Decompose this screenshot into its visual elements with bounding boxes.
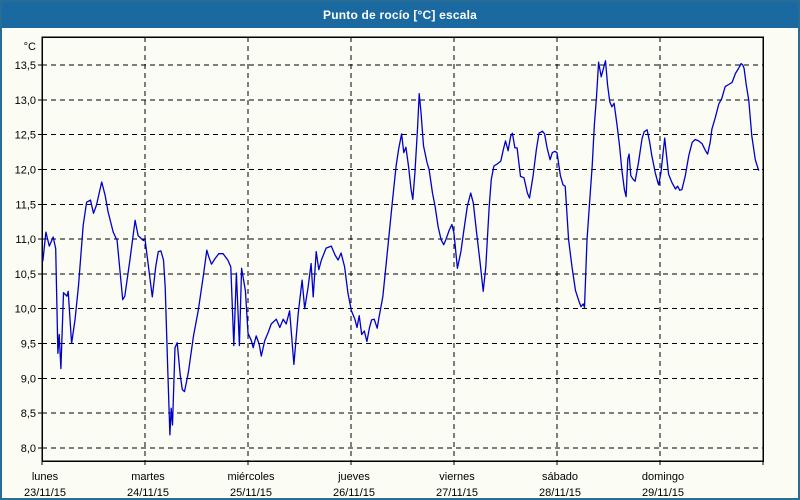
- plot-border: [41, 36, 764, 462]
- dew-point-series-line: [42, 60, 760, 436]
- y-axis-tick-label: 9,0: [21, 373, 36, 385]
- x-axis-date-label: 23/11/15: [24, 487, 66, 498]
- chart-area: 13,5 13,0 12,5 12,0 11,5 11,0 10,5 10,0 9,5 9,0 8,…: [2, 28, 798, 498]
- x-axis-date-label: 26/11/15: [333, 487, 375, 498]
- y-axis-tick-label: 10,5: [15, 269, 36, 281]
- x-axis-date-label: 28/11/15: [539, 487, 581, 498]
- y-axis-tick-label: 10,0: [15, 304, 36, 316]
- y-axis-tick-label: 13,5: [15, 60, 36, 72]
- x-axis-day-label: martes: [131, 471, 165, 483]
- x-axis-day-label: jueves: [337, 471, 370, 483]
- y-axis-tick-label: 8,5: [21, 408, 36, 420]
- x-axis-day-label: sábado: [542, 471, 578, 483]
- y-axis-tick-label: 12,0: [15, 164, 36, 176]
- x-axis-date-label: 29/11/15: [642, 487, 684, 498]
- y-axis-tick-label: 9,5: [21, 339, 36, 351]
- y-axis-tick-label: 13,0: [15, 95, 36, 107]
- x-axis-day-label: domingo: [642, 471, 684, 483]
- y-axis-tick-label: 8,0: [21, 443, 36, 455]
- x-axis-date-label: 27/11/15: [436, 487, 478, 498]
- x-axis-date-label: 25/11/15: [230, 487, 272, 498]
- window-title: Punto de rocío [°C] escala: [2, 2, 798, 28]
- x-axis-date-label: 24/11/15: [127, 487, 169, 498]
- y-axis-unit-label: °C: [24, 41, 36, 53]
- y-axis-tick-label: 11,5: [15, 199, 36, 211]
- x-axis-day-label: miércoles: [227, 471, 275, 483]
- y-axis-tick-label: 11,0: [15, 234, 36, 246]
- dew-point-line-chart: 13,5 13,0 12,5 12,0 11,5 11,0 10,5 10,0 9,5 9,0 8,…: [15, 36, 764, 498]
- x-axis-day-label: viernes: [439, 471, 475, 483]
- x-axis-day-label: lunes: [32, 471, 59, 483]
- y-axis-tick-label: 12,5: [15, 130, 36, 142]
